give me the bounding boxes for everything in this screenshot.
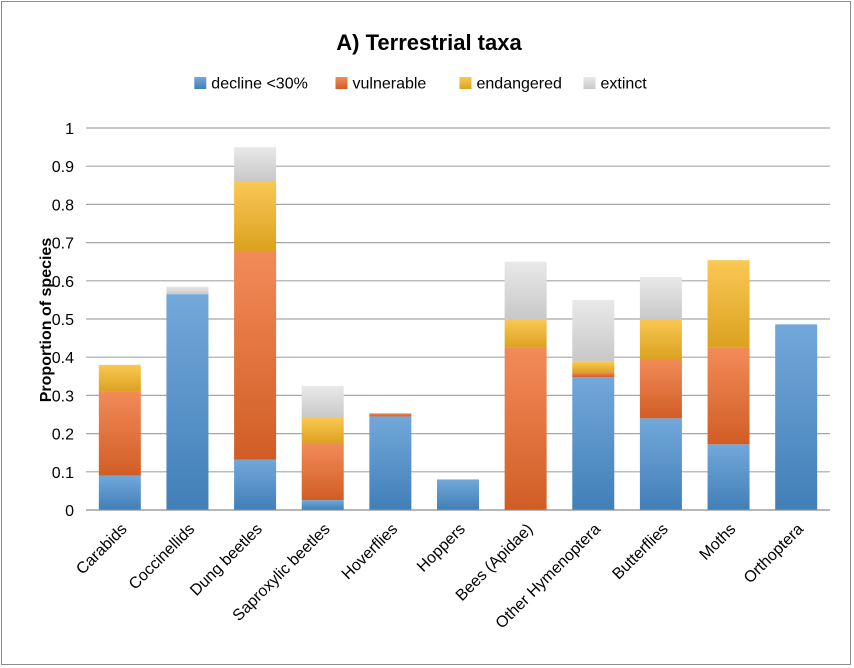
x-tick-label: Hoppers [414,521,469,576]
bar-segment [572,361,615,373]
legend-swatch [583,77,596,89]
bar-segment [98,475,141,510]
bar-segment [301,417,344,444]
bar-segment [234,459,277,510]
bar-segment [572,372,615,378]
legend-item: vulnerable [335,76,427,93]
bar-segment [166,286,209,295]
bar-segment [572,377,615,510]
legend-item: decline <30% [194,76,308,93]
x-tick-label: Orthoptera [741,521,807,587]
bar-segment [301,385,344,418]
bars [98,147,818,510]
y-tick-label: 0.2 [52,427,74,444]
bar-segment [301,500,344,510]
bar-segment [437,479,479,510]
x-tick-label: Carabids [73,521,130,578]
bar-segment [234,181,277,252]
bar-segment [707,260,750,348]
x-tick-label: Moths [697,521,740,564]
legend-swatch [459,77,472,89]
bar-segment [369,413,412,417]
legend-swatch [335,77,348,89]
legend-label: decline <30% [211,76,308,93]
bar-segment [369,416,412,510]
bar-segment [234,251,277,460]
y-tick-label: 0.4 [52,350,74,367]
y-tick-label: 0.7 [52,236,74,253]
bar-segment [98,364,141,392]
y-tick-label: 1 [65,121,74,138]
chart-legend: decline <30% vulnerable endangered extinct [194,76,647,93]
y-axis-label: Proportion of species [38,238,55,403]
y-tick-label: 0.6 [52,274,74,291]
bar-segment [234,147,277,182]
y-tick-label: 0 [65,503,74,520]
bar-segment [639,359,682,419]
legend-item: endangered [459,76,562,93]
legend-swatch [194,77,207,89]
bar-segment [166,294,209,510]
bar-segment [504,261,547,319]
x-tick-label: Butterflies [609,521,671,583]
x-tick-label: Coccinellids [126,521,198,593]
legend-label: endangered [477,76,562,93]
bar-segment [775,324,818,510]
bar-segment [707,444,750,510]
bar-segment [98,391,141,476]
y-tick-label: 0.8 [52,197,74,214]
bar-segment [572,299,615,362]
bar-segment [639,319,682,360]
bar-segment [707,347,750,445]
y-tick-label: 0.9 [52,159,74,176]
bar-segment [504,319,547,348]
bar-segment [639,418,682,510]
y-tick-label: 0.5 [52,312,74,329]
chart-title: A) Terrestrial taxa [336,30,522,55]
legend-item: extinct [583,76,648,93]
y-tick-label: 0.3 [52,388,74,405]
y-tick-label: 0.1 [52,465,74,482]
legend-label: extinct [601,76,648,93]
legend-label: vulnerable [353,76,427,93]
bar-segment [504,347,547,510]
x-tick-label: Hoverflies [339,521,401,583]
gridlines [86,127,830,473]
bar-segment [639,276,682,319]
bar-segment [301,443,344,501]
y-axis-ticks: 0 0.1 0.2 0.3 0.4 0.5 0.6 0.7 0.8 0.9 1 [52,121,74,520]
